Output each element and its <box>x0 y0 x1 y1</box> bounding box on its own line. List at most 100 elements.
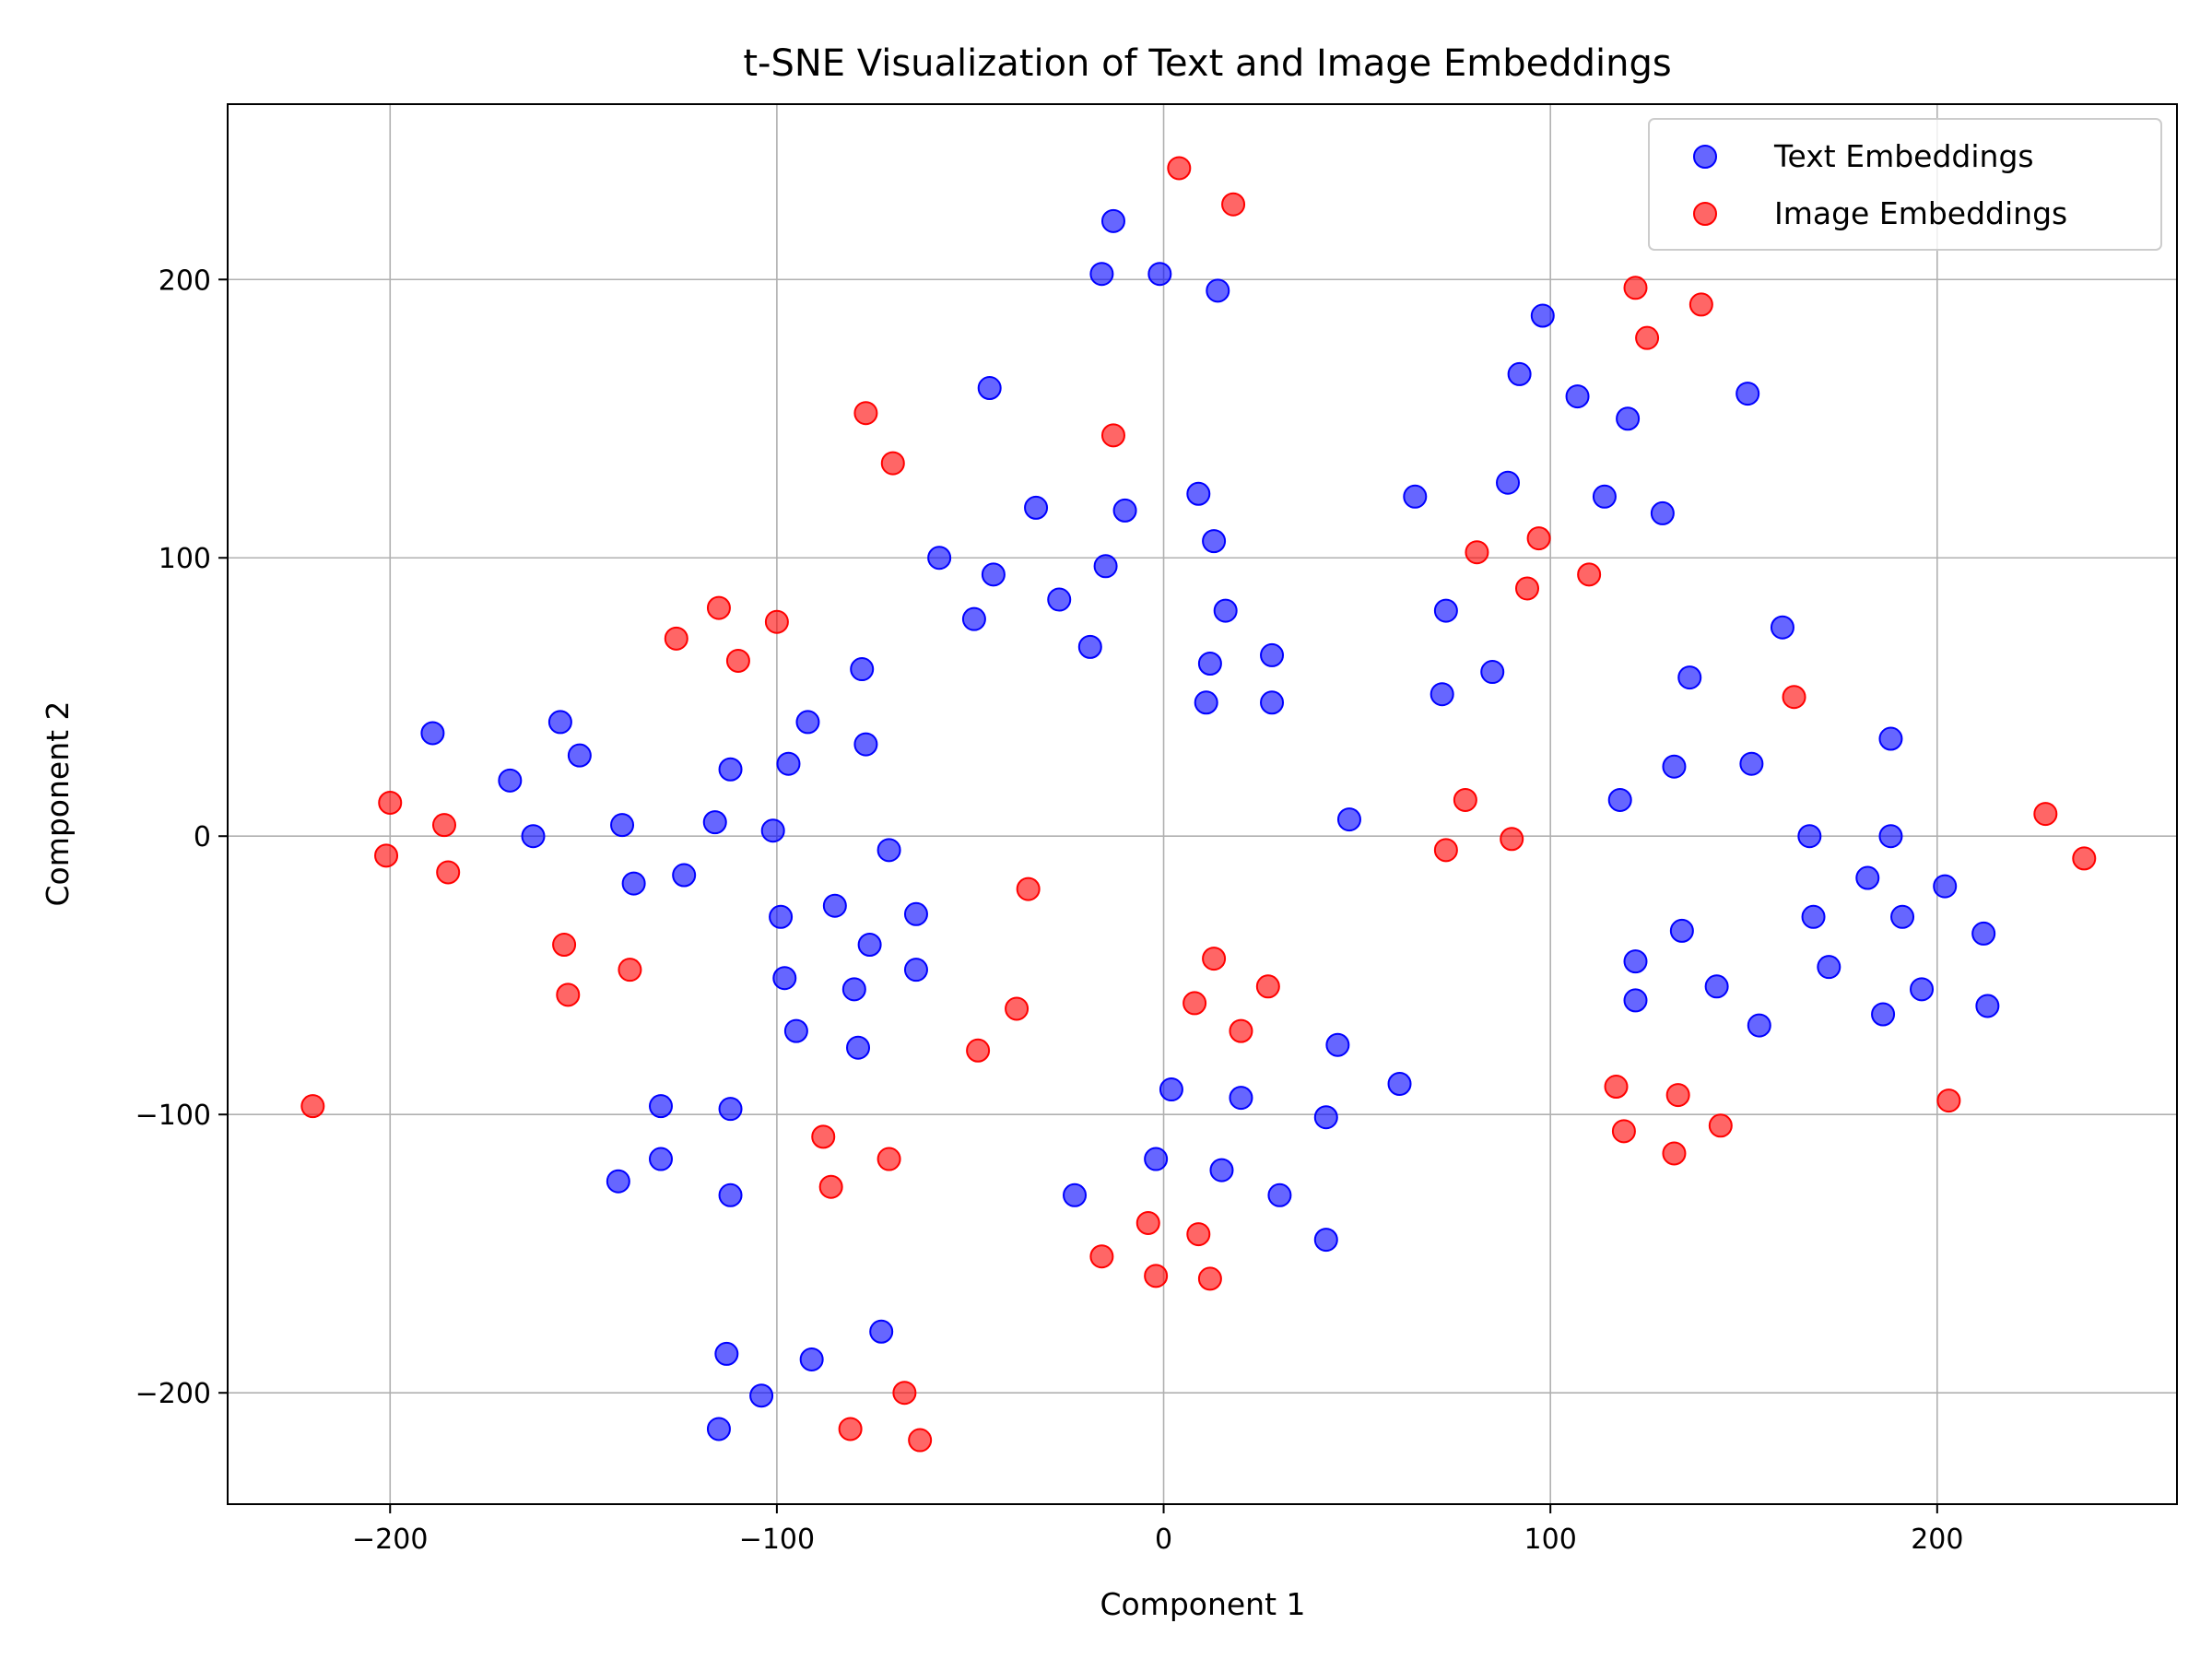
text-embedding-point <box>1093 554 1118 579</box>
text-embedding-point <box>1112 498 1137 523</box>
image-embedding-point <box>1167 156 1192 181</box>
text-embedding-point <box>1260 690 1285 715</box>
text-embedding-point <box>1623 949 1648 974</box>
image-embedding-point <box>1202 947 1227 971</box>
image-embedding-point <box>764 609 789 634</box>
legend-label-text: Text Embeddings <box>1773 138 2034 174</box>
image-embedding-point <box>1635 325 1660 350</box>
text-embedding-point <box>841 977 866 1002</box>
text-embedding-point <box>610 813 635 838</box>
text-embedding-point <box>760 818 785 843</box>
image-embedding-point <box>1186 1222 1211 1247</box>
image-embedding-point <box>1526 526 1551 551</box>
text-embedding-point <box>1206 278 1230 303</box>
image-embedding-point <box>818 1174 843 1199</box>
image-embedding-point <box>1135 1210 1160 1235</box>
text-embedding-point <box>1433 598 1458 623</box>
text-embedding-point <box>877 838 901 863</box>
image-embedding-point <box>1221 192 1246 217</box>
image-embedding-point <box>725 648 750 673</box>
text-embedding-point <box>981 562 1006 587</box>
image-embedding-point <box>1433 838 1458 863</box>
text-embedding-point <box>869 1319 894 1344</box>
text-embedding-point <box>1855 865 1880 890</box>
text-embedding-point <box>649 1094 673 1119</box>
text-embedding-point <box>1871 1002 1896 1027</box>
text-embedding-point <box>1910 977 1935 1002</box>
legend-label-image: Image Embeddings <box>1774 195 2067 231</box>
y-axis-label: Component 2 <box>40 700 76 906</box>
x-tick-label: 100 <box>1524 1524 1577 1556</box>
text-embedding-point <box>857 933 882 958</box>
image-embedding-point <box>706 595 731 620</box>
text-embedding-point <box>1530 303 1555 328</box>
image-embedding-point <box>1611 1119 1636 1144</box>
text-embedding-point <box>1260 642 1285 667</box>
image-embedding-point <box>1100 423 1125 448</box>
image-embedding-point <box>1500 827 1524 852</box>
text-embedding-point <box>420 721 445 746</box>
x-tick-label: 0 <box>1155 1524 1172 1556</box>
text-embedding-point <box>977 376 1002 401</box>
image-embedding-point <box>618 958 642 982</box>
image-embedding-point <box>1144 1264 1169 1288</box>
text-embedding-point <box>903 901 928 926</box>
text-embedding-point <box>649 1147 673 1171</box>
text-embedding-point <box>1229 1086 1253 1111</box>
text-embedding-point <box>1063 1182 1088 1207</box>
y-tick-label: 0 <box>194 821 211 853</box>
text-embedding-point <box>1403 484 1428 509</box>
image-embedding-point <box>1665 1083 1690 1108</box>
text-embedding-point <box>1159 1077 1183 1102</box>
image-embedding-point <box>374 843 399 868</box>
text-embedding-point <box>1100 208 1125 233</box>
chart-title: t-SNE Visualization of Text and Image Em… <box>743 42 1671 85</box>
text-embedding-point <box>1089 262 1114 287</box>
image-embedding-point <box>1577 562 1602 587</box>
text-embedding-point <box>547 710 572 735</box>
legend: Text Embeddings Image Embeddings <box>1648 118 2162 251</box>
text-embedding-point <box>961 606 986 631</box>
text-embedding-point <box>799 1347 824 1371</box>
image-embedding-point <box>1182 991 1207 1016</box>
text-embedding-point <box>1747 1013 1771 1038</box>
text-embedding-point <box>1047 587 1072 612</box>
text-embedding-point <box>1186 481 1211 506</box>
image-embedding-point <box>436 860 461 885</box>
text-embedding-point <box>1147 262 1172 287</box>
text-embedding-point <box>903 958 928 982</box>
text-embedding-point <box>718 1097 743 1122</box>
legend-marker-text <box>1693 145 1717 169</box>
image-embedding-point <box>1005 996 1030 1021</box>
text-embedding-point <box>1336 807 1361 832</box>
image-embedding-point <box>552 933 577 958</box>
text-embedding-point <box>1890 904 1915 929</box>
text-embedding-point <box>1669 918 1694 943</box>
text-embedding-point <box>1267 1182 1292 1207</box>
text-embedding-point <box>1662 754 1687 779</box>
image-embedding-point <box>966 1038 991 1063</box>
text-embedding-point <box>1430 682 1454 707</box>
text-embedding-point <box>1878 824 1903 849</box>
y-axis-ticks: −200 −100 0 100 200 <box>135 265 228 1410</box>
series-text-embeddings <box>420 208 2000 1441</box>
text-embedding-point <box>498 768 523 793</box>
x-tick-label: −100 <box>739 1524 815 1556</box>
text-embedding-point <box>1387 1071 1412 1096</box>
text-embedding-point <box>714 1341 739 1366</box>
text-embedding-point <box>521 824 546 849</box>
text-embedding-point <box>1213 598 1238 623</box>
text-embedding-point <box>1933 874 1958 899</box>
image-embedding-point <box>1229 1018 1253 1043</box>
text-embedding-point <box>606 1169 630 1194</box>
text-embedding-point <box>795 710 820 735</box>
image-embedding-point <box>1782 685 1806 710</box>
text-embedding-point <box>1144 1147 1169 1171</box>
text-embedding-point <box>621 871 646 896</box>
text-embedding-point <box>853 732 878 757</box>
text-embedding-point <box>850 657 875 682</box>
text-embedding-point <box>1607 787 1632 812</box>
text-embedding-point <box>1735 382 1760 406</box>
image-embedding-point <box>1465 540 1489 565</box>
